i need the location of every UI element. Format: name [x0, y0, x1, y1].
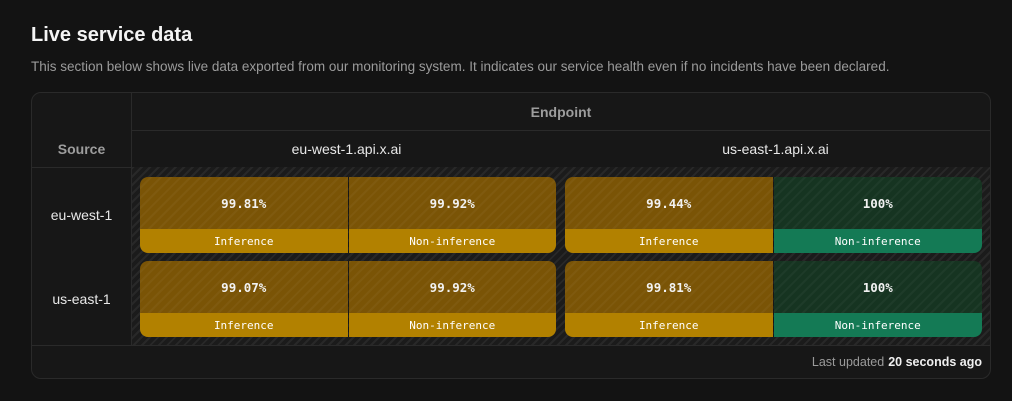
uptime-value: 100% [773, 261, 982, 313]
uptime-value: 99.92% [348, 177, 556, 229]
uptime-value: 99.81% [140, 177, 348, 229]
status-cell[interactable]: 99.44% Inference [565, 177, 773, 253]
status-cell[interactable]: 100% Non-inference [772, 261, 982, 337]
divider [131, 93, 132, 345]
status-grid: 99.81% Inference 99.92% Non-inference 99… [132, 167, 990, 345]
live-data-table: Endpoint Source eu-west-1.api.x.ai us-ea… [31, 92, 991, 379]
status-cell[interactable]: 99.92% Non-inference [347, 177, 556, 253]
category-label: Non-inference [348, 313, 556, 337]
uptime-value: 99.92% [348, 261, 556, 313]
uptime-value: 100% [773, 177, 982, 229]
status-cell[interactable]: 99.81% Inference [565, 261, 773, 337]
last-updated: Last updated 20 seconds ago [812, 345, 982, 378]
divider [32, 345, 990, 346]
uptime-value: 99.44% [565, 177, 773, 229]
status-tile[interactable]: 99.07% Inference 99.92% Non-inference [140, 261, 556, 337]
category-label: Non-inference [773, 313, 982, 337]
endpoint-name: eu-west-1.api.x.ai [291, 140, 402, 157]
section-header: Live service data This section below sho… [31, 22, 991, 76]
endpoint-name: us-east-1.api.x.ai [722, 140, 829, 157]
source-row-label: eu-west-1 [50, 207, 113, 223]
divider [132, 130, 990, 131]
category-label: Inference [565, 313, 773, 337]
status-tile[interactable]: 99.81% Inference 100% Non-inference [565, 261, 982, 337]
status-cell[interactable]: 99.92% Non-inference [347, 261, 556, 337]
section-description: This section below shows live data expor… [31, 59, 890, 74]
last-updated-prefix: Last updated [811, 354, 885, 369]
category-label: Non-inference [773, 229, 982, 253]
category-label: Inference [565, 229, 773, 253]
last-updated-value: 20 seconds ago [888, 354, 982, 369]
category-label: Inference [140, 229, 348, 253]
category-label: Inference [140, 313, 348, 337]
source-row-label: us-east-1 [52, 291, 111, 307]
status-tile[interactable]: 99.44% Inference 100% Non-inference [565, 177, 982, 253]
category-label: Non-inference [348, 229, 556, 253]
section-title: Live service data [31, 24, 193, 46]
status-cell[interactable]: 99.81% Inference [140, 177, 348, 253]
endpoint-header: Endpoint [530, 103, 592, 120]
source-header: Source [57, 140, 106, 157]
status-cell[interactable]: 99.07% Inference [140, 261, 348, 337]
uptime-value: 99.07% [140, 261, 348, 313]
status-tile[interactable]: 99.81% Inference 99.92% Non-inference [140, 177, 556, 253]
uptime-value: 99.81% [565, 261, 773, 313]
status-cell[interactable]: 100% Non-inference [772, 177, 982, 253]
